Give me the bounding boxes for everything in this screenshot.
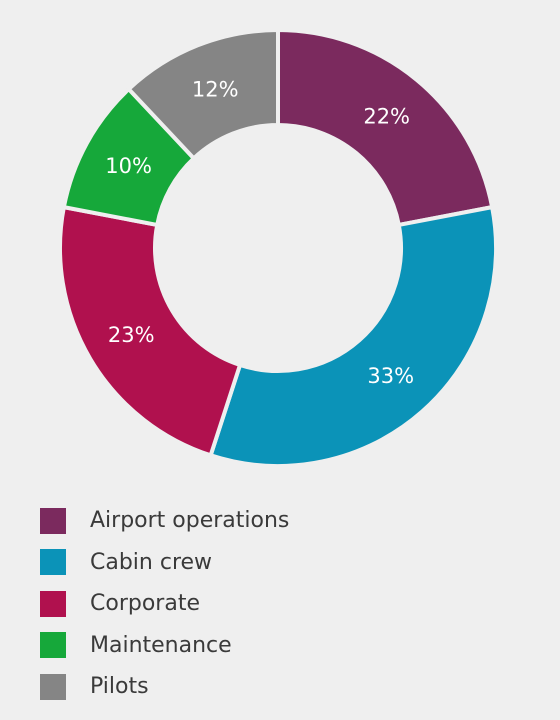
slice-pilots	[125, 27, 280, 162]
slice-corporate	[58, 204, 243, 458]
chart-legend: Airport operations Cabin crew Corporate …	[40, 500, 289, 708]
legend-label-corporate: Corporate	[90, 591, 200, 617]
legend-label-maintenance: Maintenance	[90, 632, 232, 658]
legend-label-airport-operations: Airport operations	[90, 508, 290, 534]
legend-label-cabin-crew: Cabin crew	[90, 549, 213, 575]
legend-swatch-corporate	[40, 590, 66, 617]
slice-label-pilots: 12%	[192, 77, 239, 101]
legend-item-maintenance: Maintenance	[40, 625, 289, 667]
legend-item-corporate: Corporate	[40, 583, 289, 625]
slice-cabin-crew	[208, 204, 498, 468]
legend-item-pilots: Pilots	[40, 666, 289, 708]
slice-label-airport-operations: 22%	[363, 105, 410, 129]
legend-swatch-cabin-crew	[40, 549, 66, 576]
legend-swatch-maintenance	[40, 632, 66, 659]
legend-item-cabin-crew: Cabin crew	[40, 542, 289, 584]
slice-label-cabin-crew: 33%	[367, 364, 414, 388]
legend-label-pilots: Pilots	[90, 674, 149, 700]
donut-chart: 22% 33% 23% 10% 12%	[58, 27, 498, 468]
legend-swatch-airport-operations	[40, 507, 66, 534]
slice-label-corporate: 23%	[108, 323, 155, 347]
legend-swatch-pilots	[40, 673, 66, 700]
slice-label-maintenance: 10%	[105, 154, 152, 178]
slice-airport-operations	[276, 27, 495, 228]
legend-item-airport-operations: Airport operations	[40, 500, 289, 542]
